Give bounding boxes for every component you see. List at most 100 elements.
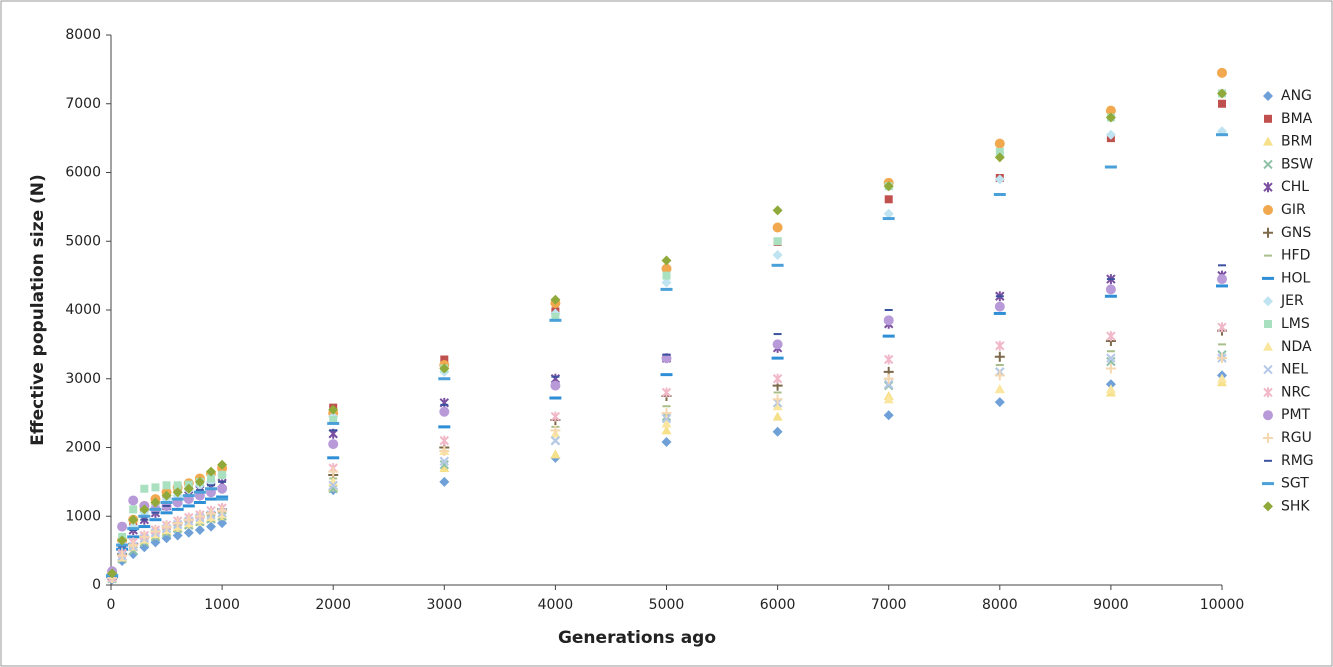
point [1106, 356, 1116, 367]
point [205, 466, 216, 477]
x-tick-label: 9000 [1093, 597, 1129, 613]
point [1106, 331, 1116, 342]
point [883, 410, 894, 421]
point [1217, 353, 1227, 364]
point [549, 318, 562, 322]
point [139, 531, 150, 542]
point [882, 217, 895, 221]
point [994, 138, 1005, 149]
legend-label: ANG [1281, 88, 1312, 104]
legend-label: SHK [1281, 498, 1310, 514]
point [1217, 88, 1227, 99]
point [171, 507, 184, 511]
y-tick-label: 4000 [65, 302, 101, 318]
point [1106, 353, 1116, 363]
point [883, 373, 894, 384]
point [194, 476, 205, 487]
point [1217, 373, 1227, 383]
point [660, 287, 673, 291]
point [661, 425, 672, 435]
point [327, 456, 340, 460]
point [117, 550, 128, 561]
point [772, 250, 783, 260]
point [127, 527, 140, 531]
point [439, 406, 450, 417]
point [1217, 67, 1227, 78]
legend-label: NDA [1281, 339, 1312, 355]
point [217, 505, 228, 516]
point [439, 463, 450, 473]
point [550, 449, 561, 459]
point [216, 497, 229, 501]
point [193, 490, 206, 494]
point [128, 540, 139, 551]
legend-marker [1263, 410, 1273, 421]
y-tick-label: 8000 [65, 27, 101, 43]
legend-label: GNS [1281, 225, 1311, 241]
point [138, 525, 151, 529]
point [173, 481, 182, 490]
point [549, 396, 562, 400]
point [328, 466, 339, 477]
point [995, 147, 1004, 156]
point [149, 507, 162, 511]
point [438, 425, 451, 429]
point [150, 526, 161, 537]
point [183, 527, 194, 538]
point [327, 421, 340, 425]
legend-marker [1263, 227, 1273, 238]
point [117, 521, 128, 532]
legend-marker [1263, 364, 1273, 375]
y-tick-label: 0 [92, 577, 101, 593]
point [883, 379, 894, 389]
point [438, 377, 451, 381]
point [328, 439, 339, 450]
x-axis-label: Generations ago [558, 628, 716, 648]
x-tick-label: 3000 [426, 597, 462, 613]
legend-marker [1264, 320, 1272, 328]
point [193, 501, 206, 504]
point [183, 514, 194, 525]
point [995, 340, 1005, 351]
point [172, 487, 183, 498]
point [993, 311, 1006, 315]
x-tick-label: 1000 [204, 597, 240, 613]
legend-marker [1263, 387, 1273, 398]
point [151, 483, 160, 492]
x-tick-label: 6000 [760, 597, 796, 613]
legend-marker [1263, 205, 1273, 215]
point [993, 193, 1006, 196]
point [1104, 294, 1117, 298]
point [1216, 284, 1228, 288]
point [772, 411, 783, 421]
point [140, 484, 149, 493]
x-tick-label: 0 [107, 597, 116, 613]
y-axis-label: Effective population size (N) [28, 174, 48, 446]
point [161, 521, 172, 532]
point [882, 334, 895, 338]
legend-label: GIR [1281, 202, 1306, 218]
point [328, 480, 338, 491]
point [1216, 133, 1228, 137]
x-tick-label: 5000 [649, 597, 685, 613]
legend-label: LMS [1281, 316, 1310, 332]
legend-marker [1263, 501, 1273, 512]
point [550, 294, 561, 305]
point [1105, 363, 1116, 374]
point [439, 476, 450, 487]
point [661, 263, 672, 274]
point [149, 518, 162, 522]
point [773, 237, 782, 246]
point [772, 339, 783, 350]
point [883, 394, 894, 404]
legend-label: PMT [1281, 407, 1311, 423]
point [661, 413, 672, 424]
point [161, 490, 172, 501]
point [1104, 165, 1117, 169]
y-tick-label: 6000 [65, 165, 101, 181]
point [328, 404, 339, 415]
legend-marker [1263, 296, 1273, 307]
x-tick-label: 7000 [871, 597, 907, 613]
point [439, 456, 450, 466]
point [1105, 129, 1116, 140]
